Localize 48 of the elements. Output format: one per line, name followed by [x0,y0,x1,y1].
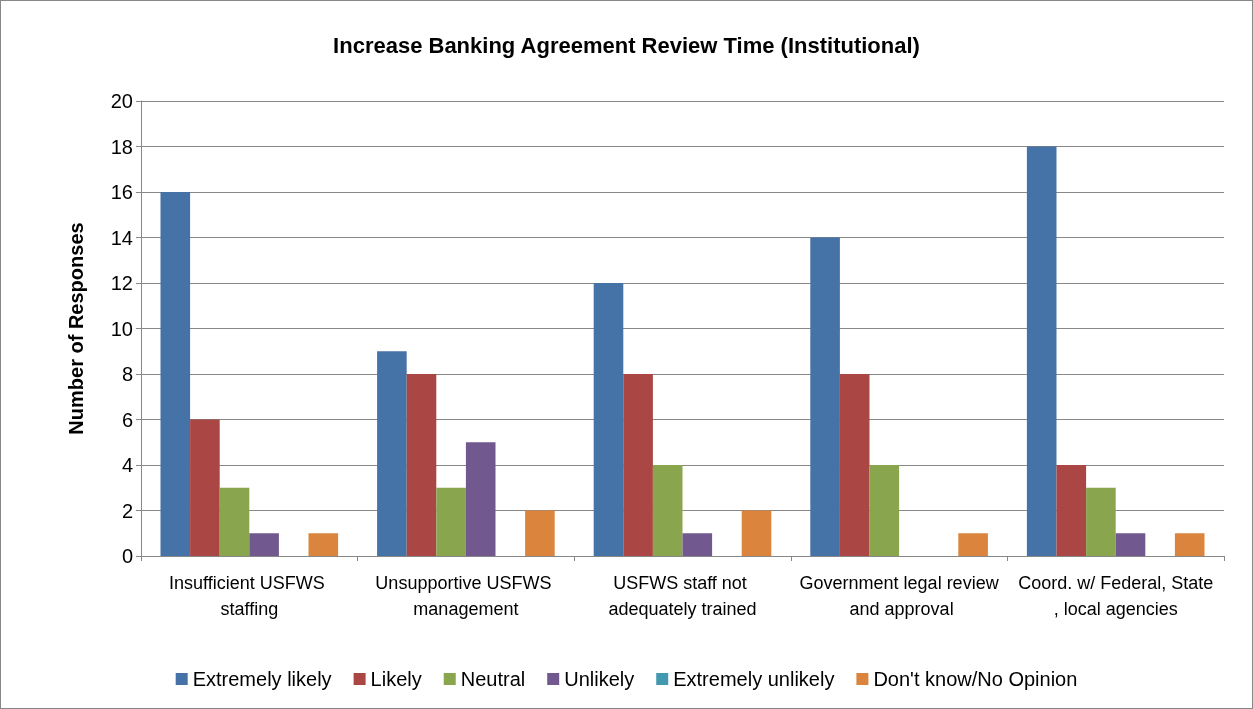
y-tick-label: 14 [110,226,133,249]
bar [1026,146,1057,556]
bar [652,465,683,556]
legend-label: Likely [370,668,422,690]
bar [682,533,713,556]
y-tick-label: 18 [110,135,133,158]
y-tick-label: 20 [110,90,133,112]
y-tick-label: 6 [121,408,133,431]
x-tick-label: Coord. w/ Federal, State, local agencies [1018,573,1214,619]
legend-label: Neutral [460,668,526,690]
y-tick-label: 4 [121,454,133,476]
bar [1086,487,1116,556]
y-axis-title: Number of Responses [65,222,87,435]
bar [741,510,772,556]
legend-label: Extremely likely [192,668,332,690]
bar [219,487,250,556]
x-tick-label: Government legal review and approval [799,573,1000,619]
bar [406,374,437,556]
bar [958,533,988,556]
bar [1174,533,1205,556]
bar [810,237,840,556]
x-tick-label: USFWS staff not adequately trained [608,573,757,619]
bar [1056,465,1087,556]
y-tick-label: 10 [110,317,133,340]
y-tick-label: 2 [121,499,133,522]
bar [160,192,191,556]
bar [1115,533,1146,556]
x-tick-label: Unsupportive USFWS management [375,573,557,619]
bar [436,487,466,556]
bar [623,374,653,556]
legend-label: Extremely unlikely [673,668,835,690]
bar [308,533,339,556]
bar [593,283,624,556]
legend-label: Unlikely [564,668,635,690]
legend-label: Don't know/No Opinion [873,668,1078,690]
bar [190,419,220,556]
bar [839,374,870,556]
chart-title: Increase Banking Agreement Review Time (Institutional) [333,32,920,58]
bar [869,465,900,556]
x-tick-label: Insufficient USFWS staffing [168,573,330,619]
y-tick-label: 0 [121,545,133,567]
y-tick-label: 8 [121,363,133,385]
bar [525,510,555,556]
bar [377,351,407,556]
y-tick-label: 12 [110,272,133,294]
bar [249,533,279,556]
bar [465,442,496,556]
y-tick-label: 16 [110,181,133,203]
